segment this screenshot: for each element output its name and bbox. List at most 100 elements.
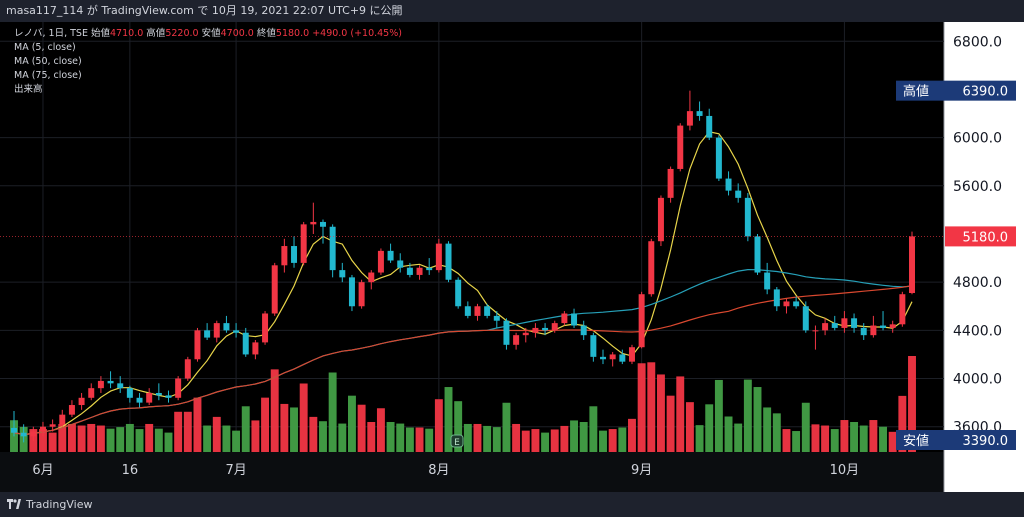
last-price-value: 5180.0 <box>963 230 1009 245</box>
moving-averages <box>13 131 913 436</box>
volume-bar <box>898 395 907 452</box>
candle-body <box>426 267 433 271</box>
plot-area-background <box>0 22 944 452</box>
candle-body <box>899 294 906 325</box>
volume-bar <box>425 428 434 452</box>
y-tick-label: 4000.0 <box>953 372 1002 388</box>
volume-bar <box>618 427 627 452</box>
x-tick-label: 10月 <box>830 463 860 478</box>
candle-body <box>542 327 549 331</box>
volume-bar <box>309 416 318 452</box>
earnings-icon: E <box>454 438 460 448</box>
volume-bar <box>405 427 414 452</box>
time-axis[interactable]: 6月 16 7月 8月 9月 10月 <box>32 463 859 478</box>
candle-body <box>484 306 491 316</box>
candle-body <box>909 236 915 294</box>
volume-bar <box>39 429 47 452</box>
high-badge: 高値 6390.0 <box>896 80 1016 101</box>
candle-body <box>184 359 191 379</box>
chart-canvas[interactable]: 6800.06000.05600.04800.04400.04000.03600… <box>0 22 1024 492</box>
legend-symbol: レノバ, 1日, TSE <box>14 28 88 39</box>
x-tick-label: 6月 <box>32 463 53 478</box>
candle-body <box>619 354 626 362</box>
volume-bar <box>656 374 665 452</box>
candle-body <box>532 327 539 333</box>
candle-body <box>445 243 452 280</box>
legend-open-label: 始値 <box>91 28 111 39</box>
volume-bar <box>879 426 887 452</box>
volume-bar <box>270 369 279 452</box>
legend-ma2[interactable]: MA (50, close) <box>14 56 82 67</box>
volume-bar <box>357 404 366 452</box>
candle-body <box>49 424 56 427</box>
candle-body <box>319 221 326 227</box>
candle-body <box>165 395 172 398</box>
volume-bar <box>347 395 356 452</box>
volume-bar <box>859 425 868 452</box>
candle-body <box>474 306 481 316</box>
volume-bar <box>319 421 327 452</box>
volume-bar <box>106 428 115 452</box>
volume-bar <box>367 422 376 452</box>
candle-body <box>580 325 587 336</box>
candle-body <box>773 289 780 307</box>
volume-bar <box>792 431 801 452</box>
volume-bar <box>164 432 173 452</box>
candles <box>11 90 915 443</box>
candle-body <box>715 137 722 179</box>
candle-body <box>59 414 66 425</box>
legend-volume[interactable]: 出来高 <box>14 84 43 95</box>
candle-body <box>648 241 655 295</box>
legend-symbol-row: レノバ, 1日, TSE 始値4710.0 高値5220.0 安値4700.0 … <box>14 28 402 40</box>
volume-bar <box>840 420 849 452</box>
candle-body <box>735 190 742 198</box>
candle-body <box>783 301 790 307</box>
volume-bar <box>193 397 202 452</box>
price-axis[interactable]: 6800.06000.05600.04800.04400.04000.03600… <box>953 34 1002 435</box>
price-chart[interactable]: 6800.0 6000.0 5600.0 4800.0 4400.0 4000.0 3600… <box>0 22 1024 492</box>
volume-bar <box>376 408 385 452</box>
volume-bar <box>454 401 463 452</box>
legend-close-label: 終値 <box>256 28 276 39</box>
y-tick-label: 6800.0 <box>953 34 1002 50</box>
volume-bar <box>135 429 144 452</box>
volume-bar <box>821 425 830 452</box>
candle-body <box>68 405 75 415</box>
candle-body <box>88 388 95 398</box>
candle-body <box>78 397 85 406</box>
legend-close: 5180.0 <box>275 28 310 39</box>
volume-bar <box>560 425 569 452</box>
volume-bar <box>531 429 540 452</box>
candle-body <box>136 397 143 403</box>
candle-body <box>262 313 269 343</box>
volume-bar <box>444 387 453 452</box>
candle-body <box>590 335 597 357</box>
candle-body <box>252 342 259 355</box>
candle-body <box>686 111 693 126</box>
candle-body <box>117 383 124 389</box>
candle-body <box>571 313 578 326</box>
candle-body <box>377 250 384 273</box>
volume-bar <box>502 402 511 452</box>
earnings-marker[interactable]: E <box>450 434 464 448</box>
candle-body <box>281 246 288 266</box>
candle-body <box>744 197 751 237</box>
volume-bar <box>473 423 482 452</box>
volume-bar <box>241 406 250 452</box>
volume-bar <box>483 425 492 452</box>
publish-credit: masa117_114 が TradingView.com で 10月 19, … <box>6 4 403 17</box>
candle-body <box>764 272 771 290</box>
candle-body <box>339 270 346 278</box>
legend-open: 4710.0 <box>110 28 144 39</box>
volume-bar <box>666 395 675 452</box>
volume-bar <box>232 430 241 452</box>
legend-ma1[interactable]: MA (5, close) <box>14 42 76 53</box>
x-tick-label: 16 <box>122 463 139 478</box>
volume-bar <box>676 376 685 452</box>
candle-body <box>677 125 684 169</box>
volume-bar <box>125 423 134 452</box>
legend-low: 4700.0 <box>220 28 254 39</box>
candle-body <box>11 427 17 433</box>
legend-ma3[interactable]: MA (75, close) <box>14 70 82 81</box>
